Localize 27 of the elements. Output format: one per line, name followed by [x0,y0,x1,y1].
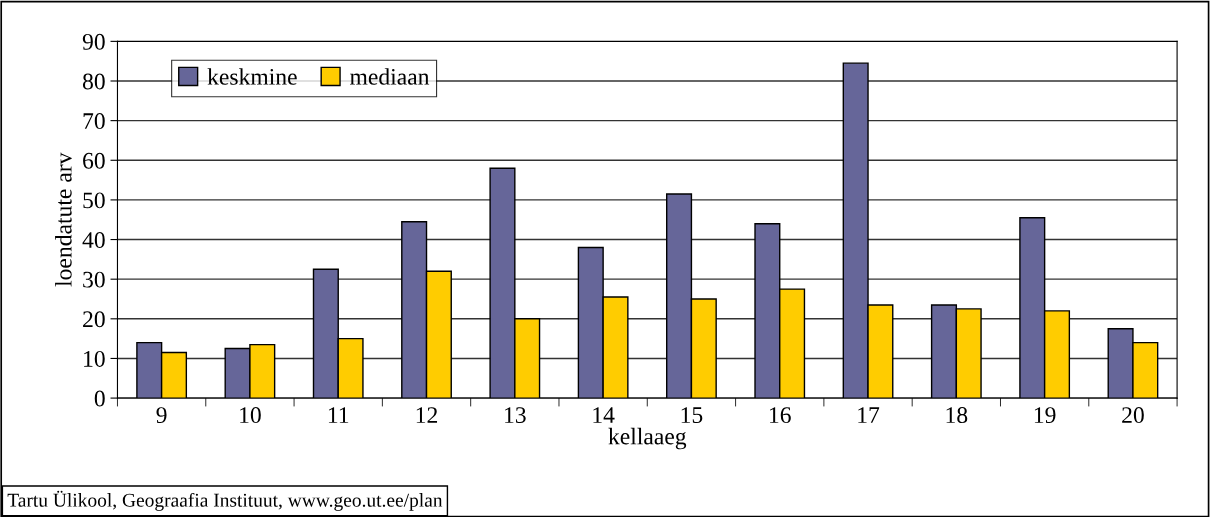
y-tick-label: 0 [94,390,105,407]
x-tick-label: 17 [858,407,880,423]
x-tick-label: 20 [1122,407,1144,424]
x-tick-label: 11 [328,407,349,423]
y-tick-label: 80 [82,73,105,90]
y-tick-label: 40 [82,232,105,248]
x-tick-label: 12 [416,407,438,423]
y-tick-label: 50 [83,192,105,209]
x-tick-label: 19 [1034,407,1056,424]
y-tick-label: 20 [83,311,105,328]
x-tick-label: 16 [770,407,791,424]
x-axis-title: kellaaeg [608,427,687,450]
y-tick-label: 60 [83,152,105,169]
y-tick-label: 30 [83,271,105,288]
x-tick-label: 9 [156,407,167,424]
y-tick-label: 10 [84,350,105,367]
legend-label: mediaan [350,68,430,85]
x-tick-label: 15 [681,407,703,424]
y-tick-label: 90 [82,33,105,50]
x-tick-label: 10 [240,407,261,424]
y-tick-label: 70 [83,113,105,130]
y-axis-title: loendatute arv [55,152,72,287]
x-tick-label: 14 [593,407,615,423]
x-tick-label: 18 [946,407,968,424]
x-tick-label: 13 [505,407,526,424]
text: Tartu Ülikool, Geograafia Instituut, www.geo.ut.ee/plan [7,490,443,511]
legend-label: keskmine [207,68,297,85]
